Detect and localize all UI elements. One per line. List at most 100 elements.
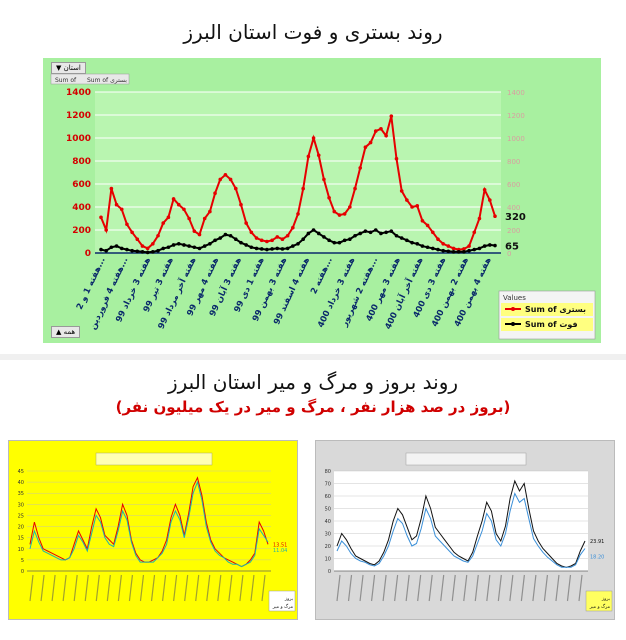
data-point [301,186,305,191]
data-point [399,189,404,193]
y-tick-label: 10 [18,547,24,553]
filter-icon: ▼ [56,64,62,72]
data-point [296,242,300,246]
data-point [202,244,207,248]
data-point [145,250,150,255]
y-tick-label: 1200 [66,111,91,121]
x-tick-label [347,574,353,602]
x-tick-label [173,574,178,602]
filter-button[interactable]: ▼ استان [51,62,86,74]
data-point [348,205,352,209]
data-point [363,229,368,233]
x-tick-label [336,574,341,602]
x-tick-label [29,574,34,602]
data-point [462,247,466,251]
x-tick-label [497,574,502,602]
data-point [109,186,114,191]
data-point [368,230,373,235]
y-tick-label: 45 [18,469,24,475]
data-point [446,249,451,254]
filter-label: استان [63,64,81,72]
data-point [451,246,456,251]
y2-tick-label: 400 [507,204,520,212]
data-point [446,244,451,248]
data-point [296,212,300,216]
bottom-filter-button[interactable]: ▲ همه [51,326,81,338]
series-line [336,479,586,568]
data-point [410,205,414,209]
legend-title: Values [503,294,526,302]
x-tick-label [532,574,537,602]
x-tick-label [555,574,560,602]
data-point [218,177,223,182]
data-point [259,238,264,243]
y-tick-label: 0 [85,249,91,259]
data-point [140,244,145,248]
data-point [275,246,280,251]
x-tick-label [370,574,376,602]
x-tick-label [217,574,222,602]
data-point [405,198,409,202]
data-point [379,127,383,131]
data-point [477,216,482,221]
y-tick-label: 30 [325,532,331,538]
x-tick-label [161,574,167,602]
section-title: روند بروز و مرگ و میر استان البرز [167,370,459,394]
data-point [420,244,425,248]
data-point [394,156,399,161]
y-tick-label: 800 [72,157,91,167]
main-chart-svg: Sum of Sum of بستری 0 200 400 600 800 1000 1200 1… [50,73,596,340]
legend-box [268,590,296,612]
legend-item-bg [501,303,593,316]
data-point [358,166,363,170]
legend-label: بروز [601,597,610,602]
x-tick-label [382,574,387,602]
data-point [135,237,140,241]
x-tick-label [84,574,89,602]
x-tick-label [405,574,410,602]
end-value-label: 65 [505,242,519,253]
x-tick-label [543,574,549,602]
data-point [280,247,285,251]
x-tick-label [117,574,122,602]
x-tick-label [394,574,399,602]
data-point [218,236,223,240]
y-tick-label: 60 [325,494,331,500]
data-point [233,186,238,191]
data-point [389,229,394,233]
data-point [420,219,425,223]
data-point [332,209,337,214]
y2-tick-label: 1200 [507,112,525,120]
data-point [332,240,337,245]
chart-title-box [95,452,213,466]
data-point [399,236,404,240]
x-tick-label [428,574,433,602]
x-tick-label: هفته 2... [309,256,335,296]
x-tick-label [239,574,244,602]
data-point [415,242,420,246]
page-title: روند بستری و فوت استان البرز [183,20,443,44]
legend-item-bg [501,318,593,331]
x-tick-label [359,574,364,602]
legend-marker [511,307,515,311]
data-point [462,250,466,254]
data-point [223,232,228,237]
data-point [477,246,482,251]
data-point [441,242,445,246]
end-value-label: 23.91 [590,539,604,545]
data-point [451,250,456,254]
data-point [151,242,155,246]
y-tick-label: 0 [21,569,24,575]
data-point [337,240,342,245]
data-point [405,238,409,243]
data-point [114,202,119,207]
data-point [373,228,378,232]
data-point [254,236,259,240]
y-tick-label: 0 [328,569,331,575]
data-point [99,215,103,220]
data-point [192,245,197,250]
data-point [358,231,363,236]
data-point [348,237,352,241]
chevron-down-icon: ▲ [56,328,62,336]
